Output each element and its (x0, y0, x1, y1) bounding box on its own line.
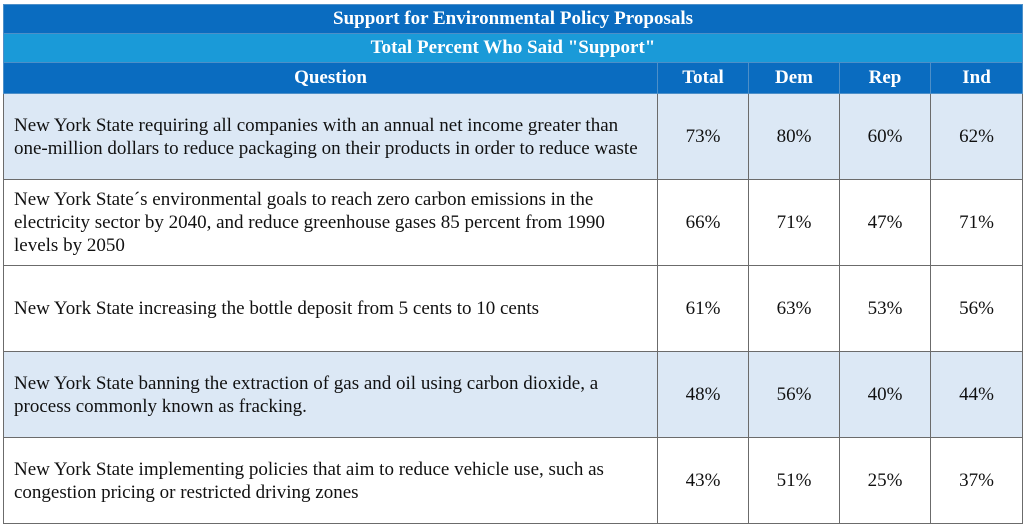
total-cell: 43% (657, 437, 749, 524)
question-cell: New York State increasing the bottle dep… (3, 265, 658, 352)
ind-cell: 37% (929, 437, 1024, 524)
rep-cell: 60% (839, 93, 931, 180)
rep-cell: 53% (839, 265, 931, 352)
table-subtitle: Total Percent Who Said "Support" (2, 33, 1024, 63)
ind-cell: 56% (929, 265, 1024, 352)
column-header-ind: Ind (929, 62, 1024, 94)
dem-cell: 71% (748, 179, 840, 266)
question-cell: New York State´s environmental goals to … (3, 179, 658, 266)
ind-cell: 62% (929, 93, 1024, 180)
table-row: New York State increasing the bottle dep… (3, 265, 1024, 352)
table-row: New York State implementing policies tha… (3, 437, 1024, 524)
policy-support-table: Support for Environmental Policy Proposa… (2, 4, 1024, 524)
total-cell: 48% (657, 351, 749, 438)
total-cell: 66% (657, 179, 749, 266)
table-row: New York State´s environmental goals to … (3, 179, 1024, 266)
total-cell: 73% (657, 93, 749, 180)
column-header-dem: Dem (748, 62, 840, 94)
column-header-question: Question (3, 62, 658, 94)
question-cell: New York State implementing policies tha… (3, 437, 658, 524)
rep-cell: 25% (839, 437, 931, 524)
dem-cell: 63% (748, 265, 840, 352)
subtitle-row: Total Percent Who Said "Support" (2, 33, 1024, 63)
question-cell: New York State banning the extraction of… (3, 351, 658, 438)
total-cell: 61% (657, 265, 749, 352)
table-title: Support for Environmental Policy Proposa… (2, 4, 1024, 34)
rep-cell: 40% (839, 351, 931, 438)
table-row: New York State banning the extraction of… (3, 351, 1024, 438)
column-header-row: Question Total Dem Rep Ind (3, 62, 1024, 94)
column-header-rep: Rep (839, 62, 931, 94)
column-header-total: Total (657, 62, 749, 94)
dem-cell: 80% (748, 93, 840, 180)
table-row: New York State requiring all companies w… (3, 93, 1024, 180)
dem-cell: 51% (748, 437, 840, 524)
ind-cell: 71% (929, 179, 1024, 266)
ind-cell: 44% (929, 351, 1024, 438)
question-cell: New York State requiring all companies w… (3, 93, 658, 180)
rep-cell: 47% (839, 179, 931, 266)
title-row: Support for Environmental Policy Proposa… (2, 4, 1024, 34)
dem-cell: 56% (748, 351, 840, 438)
